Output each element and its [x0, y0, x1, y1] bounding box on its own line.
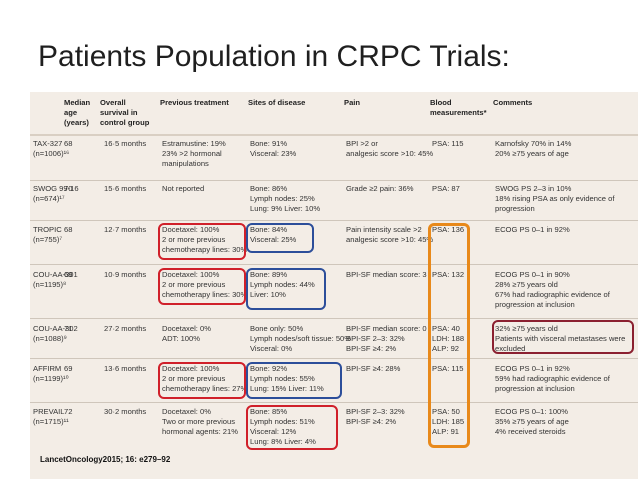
table-cell-trial: COU-AA-301 (n=1195)⁸	[33, 270, 78, 289]
table-cell-treatment: Docetaxel: 100% 2 or more previous chemo…	[162, 364, 248, 393]
table-cell-comments: SWOG PS 2–3 in 10% 18% rising PSA as onl…	[495, 184, 615, 213]
table-cell-pain: BPI-SF median score: 0 BPI-SF 2–3: 32% B…	[346, 324, 427, 353]
table-cell-age: 68	[64, 225, 73, 234]
table-cell-age: 70	[64, 184, 73, 193]
table-cell-trial: SWOG 99-16 (n=674)¹⁷	[33, 184, 79, 203]
slide-title: Patients Population in CRPC Trials:	[38, 40, 510, 73]
table-cell-treatment: Docetaxel: 100% 2 or more previous chemo…	[162, 270, 248, 299]
table-cell-blood: PSA: 136	[432, 225, 465, 234]
table-cell-pain: BPI-SF 2–3: 32% BPI-SF ≥4: 2%	[346, 407, 405, 426]
table-cell-blood: PSA: 50 LDH: 185 ALP: 91	[432, 407, 465, 436]
row-divider	[30, 402, 638, 403]
header-divider	[30, 134, 638, 136]
table-cell-sites: Bone only: 50% Lymph nodes/soft tissue: …	[250, 324, 352, 353]
table-cell-survival: 12·7 months	[104, 225, 147, 234]
table-cell-comments: ECOG PS 0–1 in 92%	[495, 225, 570, 234]
table-cell-pain: Grade ≥2 pain: 36%	[346, 184, 414, 193]
highlight-box-blue	[246, 268, 326, 310]
table-cell-treatment: Docetaxel: 0% ADT: 100%	[162, 324, 211, 343]
table-cell-sites: Bone: 84% Visceral: 25%	[250, 225, 297, 244]
table-cell-age: 69	[64, 364, 73, 373]
table-cell-trial: COU-AA-302 (n=1088)⁹	[33, 324, 78, 343]
table-cell-age: 71	[64, 324, 73, 333]
table-cell-blood: PSA: 87	[432, 184, 460, 193]
table-cell-treatment: Estramustine: 19% 23% >2 hormonal manipu…	[162, 139, 226, 168]
table-cell-blood: PSA: 132	[432, 270, 465, 279]
highlight-box-red	[158, 362, 246, 399]
highlight-box-blue	[246, 362, 342, 399]
table-cell-treatment: Docetaxel: 100% 2 or more previous chemo…	[162, 225, 248, 254]
citation: LancetOncology2015; 16: e279–92	[38, 455, 173, 464]
row-divider	[30, 220, 638, 221]
row-divider	[30, 318, 638, 319]
header-pain: Pain	[344, 98, 361, 107]
table-cell-sites: Bone: 85% Lymph nodes: 51% Visceral: 12%…	[250, 407, 316, 446]
row-divider	[30, 358, 638, 359]
table-cell-sites: Bone: 86% Lymph nodes: 25% Lung: 9% Live…	[250, 184, 321, 213]
table-cell-sites: Bone: 91% Visceral: 23%	[250, 139, 297, 158]
header-blood-measurements: Blood measurements*	[430, 98, 487, 117]
highlight-box-red	[246, 405, 338, 450]
table-cell-sites: Bone: 92% Lymph nodes: 55% Lung: 15% Liv…	[250, 364, 324, 393]
trials-table: Median age (years) Overall survival in c…	[30, 92, 638, 479]
table-cell-blood: PSA: 40 LDH: 188 ALP: 92	[432, 324, 465, 353]
header-previous-treatment: Previous treatment	[160, 98, 229, 107]
highlight-box-darkred	[492, 320, 634, 354]
table-cell-treatment: Not reported	[162, 184, 205, 193]
table-cell-pain: Pain intensity scale >2 analgesic score …	[346, 225, 434, 244]
row-divider	[30, 180, 638, 181]
table-cell-comments: ECOG PS 0–1 in 92% 59% had radiographic …	[495, 364, 610, 393]
highlight-box-orange	[428, 223, 470, 448]
table-cell-survival: 16·5 months	[104, 139, 147, 148]
table-cell-survival: 15·6 months	[104, 184, 147, 193]
table-cell-blood: PSA: 115	[432, 139, 464, 148]
table-cell-sites: Bone: 89% Lymph nodes: 44% Liver: 10%	[250, 270, 315, 299]
table-cell-pain: BPI-SF ≥4: 28%	[346, 364, 401, 373]
table-cell-trial: PREVAIL (n=1715)¹¹	[33, 407, 69, 426]
table-cell-comments: ECOG PS 0–1: 100% 35% ≥75 years of age 4…	[495, 407, 569, 436]
highlight-box-red	[158, 268, 246, 305]
table-cell-survival: 30·2 months	[104, 407, 147, 416]
table-cell-trial: TROPIC (n=755)⁷	[33, 225, 63, 244]
table-cell-age: 72	[64, 407, 73, 416]
table-cell-age: 69	[64, 270, 73, 279]
table-cell-comments: ECOG PS 0–1 in 90% 28% ≥75 years old 67%…	[495, 270, 610, 309]
table-cell-survival: 13·6 months	[104, 364, 147, 373]
row-divider	[30, 264, 638, 265]
table-cell-treatment: Docetaxel: 0% Two or more previous hormo…	[162, 407, 238, 436]
header-median-age: Median age (years)	[64, 98, 91, 127]
table-cell-trial: AFFIRM (n=1199)¹⁰	[33, 364, 69, 383]
highlight-box-blue	[246, 223, 314, 253]
table-cell-survival: 27·2 months	[104, 324, 147, 333]
table-cell-age: 68	[64, 139, 73, 148]
table-cell-trial: TAX-327 (n=1006)¹⁶	[33, 139, 70, 158]
table-cell-blood: PSA: 115	[432, 364, 464, 373]
table-cell-survival: 10·9 months	[104, 270, 147, 279]
table-cell-comments: 32% ≥75 years old Patients with visceral…	[495, 324, 626, 353]
header-sites-of-disease: Sites of disease	[248, 98, 306, 107]
header-comments: Comments	[493, 98, 533, 107]
table-cell-pain: BPI >2 or analgesic score >10: 45%	[346, 139, 434, 158]
table-cell-pain: BPI-SF median score: 3	[346, 270, 427, 279]
table-cell-comments: Karnofsky 70% in 14% 20% ≥75 years of ag…	[495, 139, 572, 158]
highlight-box-red	[158, 223, 246, 260]
header-overall-survival: Overall survival in control group	[100, 98, 150, 127]
